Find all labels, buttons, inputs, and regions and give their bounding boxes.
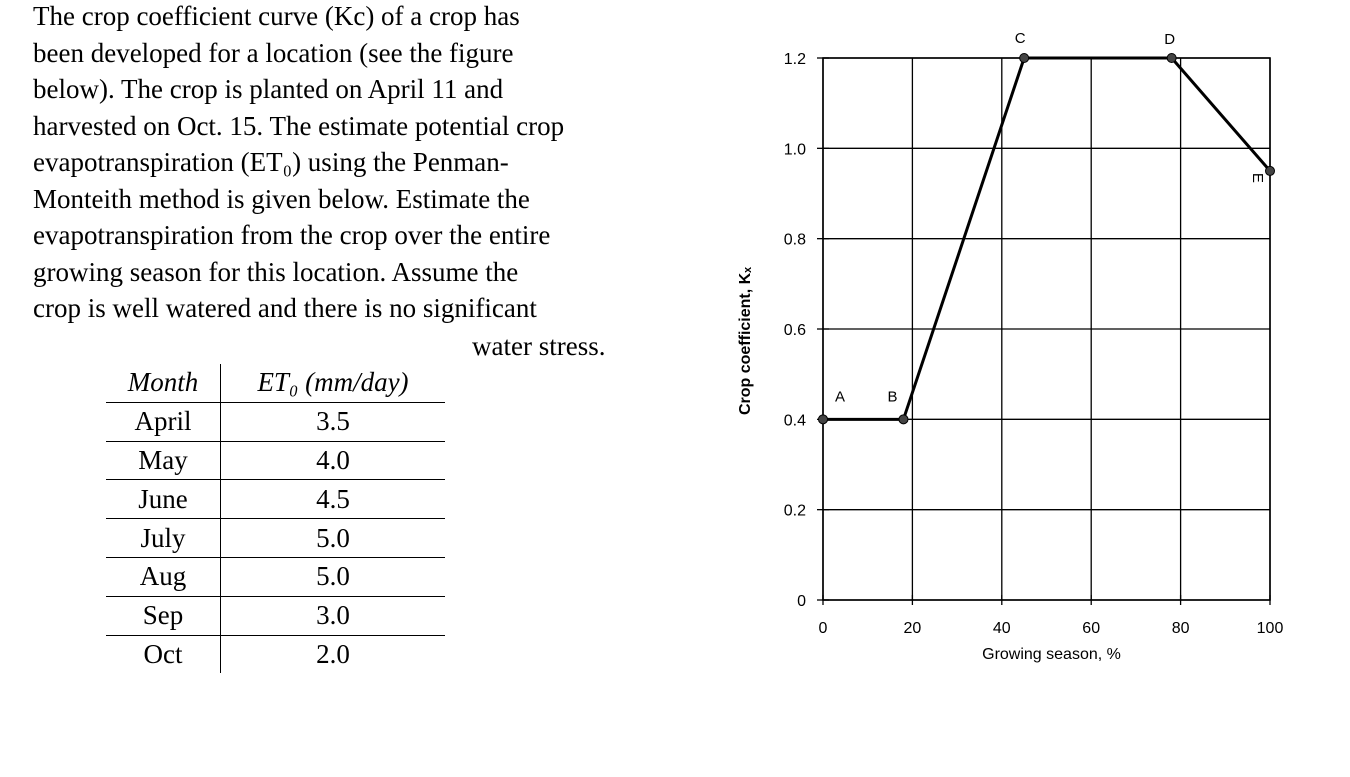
x-tick-label: 80 [1172, 620, 1190, 637]
table-header-month: Month [106, 364, 221, 403]
chart-ticks [817, 57, 1271, 605]
eto-table: Month ET₀ (mm/day) April 3.5 May 4.0 Jun… [106, 364, 445, 674]
y-tick-labels: 0 0.2 0.4 0.6 0.8 1.0 1.2 [784, 51, 806, 610]
problem-line: evapotranspiration from the crop over th… [33, 220, 551, 250]
table-row: Aug 5.0 [106, 557, 445, 597]
table-cell-month: July [106, 518, 221, 558]
table-row: Sep 3.0 [106, 596, 445, 636]
table-cell-month: April [106, 402, 221, 442]
table-cell-month: Oct [106, 635, 221, 674]
problem-line: crop is well watered and there is no sig… [33, 293, 537, 323]
y-tick-label: 1.0 [784, 141, 806, 158]
y-tick-label: 0.8 [784, 232, 806, 249]
problem-line: The crop coefficient curve (Kc) of a cro… [33, 1, 520, 31]
problem-line: been developed for a location (see the f… [33, 37, 514, 68]
kc-points [818, 53, 1275, 425]
problem-line: below). The crop is planted on April 11 … [33, 74, 504, 104]
table-row: June 4.5 [106, 479, 445, 520]
kc-chart: 0 20 40 60 80 100 0 0.2 0.4 0.6 0.8 1.0 1.2 A B C D E G… [737, 30, 1284, 663]
table-header-row: Month ET₀ (mm/day) [106, 364, 445, 403]
y-tick-label: 0.6 [784, 322, 806, 339]
table-cell-eto: 4.5 [220, 479, 445, 520]
table-cell-month: June [106, 479, 221, 520]
table-row: May 4.0 [106, 441, 445, 481]
table-header-eto: ET₀ (mm/day) [220, 364, 445, 403]
x-tick-label: 20 [904, 620, 922, 637]
y-tick-label: 1.2 [784, 51, 806, 68]
table-row: April 3.5 [106, 402, 445, 442]
table-cell-month: May [106, 441, 221, 481]
table-cell-eto: 3.5 [220, 402, 445, 442]
kc-point-label: E [1249, 173, 1266, 183]
y-tick-label: 0.2 [784, 503, 806, 520]
kc-point-d [1166, 53, 1177, 63]
problem-line: growing season for this location. Assume… [33, 256, 519, 287]
table-cell-eto: 2.0 [316, 638, 350, 669]
problem-line: harvested on Oct. 15. The estimate poten… [33, 110, 565, 141]
table-cell-eto: 3.0 [220, 596, 445, 636]
kc-point-label: C [1015, 30, 1026, 47]
table-row: July 5.0 [106, 518, 445, 558]
kc-point-e [1265, 165, 1275, 176]
x-tick-labels: 0 20 40 60 80 100 [819, 620, 1284, 637]
problem-statement: The crop coefficient curve (Kc) of a cro… [33, 0, 673, 361]
kc-point-label: B [887, 388, 897, 405]
kc-point-a [818, 414, 828, 425]
x-tick-label: 60 [1082, 620, 1100, 637]
problem-line: Monteith method is given below. Estimate… [33, 183, 530, 214]
x-tick-label: 0 [819, 620, 828, 637]
y-tick-label: 0.4 [784, 412, 806, 429]
x-axis-label: Growing season, % [982, 646, 1121, 663]
kc-point-labels: A B C D E [835, 30, 1266, 405]
x-tick-label: 100 [1257, 620, 1284, 637]
table-cell-eto: 5.0 [220, 518, 445, 558]
kc-point-b [898, 414, 909, 425]
table-cell-eto: 5.0 [220, 557, 445, 597]
table-row: Oct 2.0 [106, 635, 445, 674]
kc-point-c [1019, 53, 1030, 63]
chart-grid [822, 57, 1271, 601]
x-tick-label: 40 [993, 620, 1011, 637]
table-cell-eto: 4.0 [220, 441, 445, 481]
table-cell-month: Aug [106, 557, 221, 597]
kc-point-label: D [1164, 31, 1175, 48]
y-tick-label: 0 [797, 593, 806, 610]
problem-line: water stress. [472, 331, 606, 361]
kc-point-label: A [835, 388, 845, 405]
table-cell-month: Sep [106, 596, 221, 636]
y-axis-label: Crop coefficient, Kₓ [737, 267, 754, 415]
problem-line: evapotranspiration (ET₀) using the Penma… [33, 147, 509, 177]
